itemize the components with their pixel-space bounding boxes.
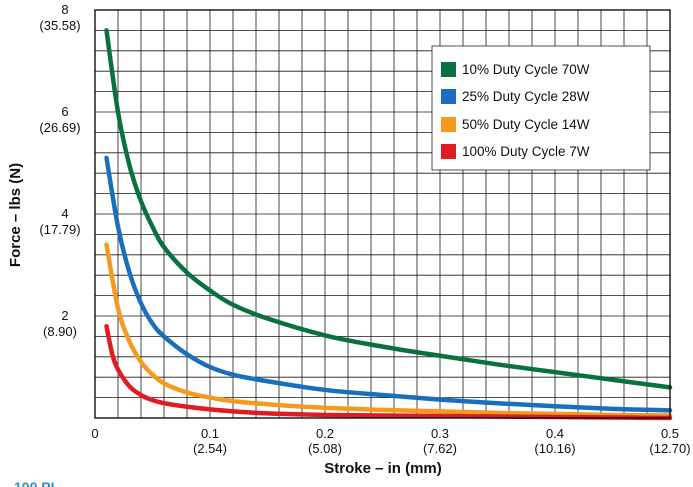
y-tick-label: 8 <box>61 2 68 17</box>
series-line-2 <box>104 155 673 413</box>
y-tick-sublabel: (26.69) <box>39 120 80 135</box>
legend-swatch <box>441 89 456 104</box>
tick-labels: 0 0.1(2.54) 0.2(5.08) 0.3(7.62) 0.4(10.16) 0.… <box>39 2 690 456</box>
x-tick-label: 0.3 <box>431 426 449 441</box>
x-tick-label: 0.5 <box>661 426 679 441</box>
x-axis-title: Stroke – in (mm) <box>324 460 442 477</box>
legend-swatch <box>441 117 456 132</box>
legend-item: 10% Duty Cycle 70W <box>441 62 590 77</box>
x-tick-sublabel: (12.70) <box>649 441 690 456</box>
legend-swatch <box>441 144 456 159</box>
legend-label: 100% Duty Cycle 7W <box>462 144 590 159</box>
x-tick-sublabel: (7.62) <box>423 441 457 456</box>
x-tick-sublabel: (5.08) <box>308 441 342 456</box>
series-line-1 <box>104 28 673 390</box>
x-tick-label: 0.1 <box>201 426 219 441</box>
legend-box <box>431 45 651 171</box>
legend-item: 50% Duty Cycle 14W <box>441 117 590 132</box>
legend-label: 50% Duty Cycle 14W <box>462 117 590 132</box>
x-tick-label: 0.2 <box>316 426 334 441</box>
legend-label: 25% Duty Cycle 28W <box>462 89 590 104</box>
y-tick-label: 6 <box>61 104 68 119</box>
legend: 10% Duty Cycle 70W 25% Duty Cycle 28W 50… <box>431 45 651 171</box>
y-axis-title: Force – lbs (N) <box>7 163 24 267</box>
series-line-3 <box>104 242 673 418</box>
legend-item: 100% Duty Cycle 7W <box>441 144 590 159</box>
series-lines <box>104 28 673 421</box>
series-line-4 <box>104 323 673 421</box>
x-tick-sublabel: (10.16) <box>534 441 575 456</box>
y-tick-label: 2 <box>61 308 68 323</box>
x-tick-label: 0 <box>91 426 98 441</box>
legend-label: 10% Duty Cycle 70W <box>462 62 590 77</box>
y-tick-sublabel: (8.90) <box>43 324 77 339</box>
x-tick-sublabel: (2.54) <box>193 441 227 456</box>
legend-item: 25% Duty Cycle 28W <box>441 89 590 104</box>
y-tick-sublabel: (35.58) <box>39 18 80 33</box>
x-tick-label: 0.4 <box>546 426 564 441</box>
plot-frame <box>94 9 671 419</box>
y-tick-sublabel: (17.79) <box>39 222 80 237</box>
bottom-cut-text: 100 PI... <box>14 479 66 487</box>
y-tick-label: 4 <box>61 206 68 221</box>
legend-swatch <box>441 62 456 77</box>
plot-border <box>94 9 671 419</box>
